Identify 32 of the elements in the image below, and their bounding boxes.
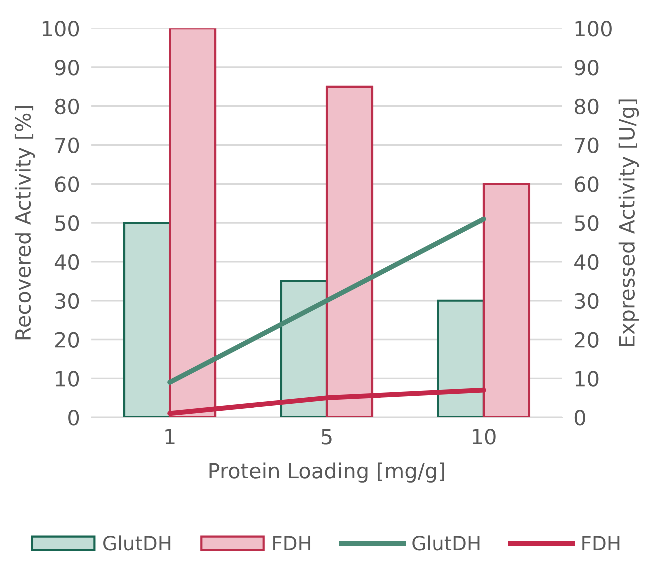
y-tick-label: 40	[54, 254, 80, 270]
y-tick-label: 0	[68, 410, 80, 426]
y2-tick-label: 90	[574, 60, 599, 76]
x-axis-title: Protein Loading [mg/g]	[210, 462, 444, 483]
y-tick-label: 60	[55, 176, 80, 192]
y-tick-label: 50	[56, 216, 80, 232]
y-axis-title: Recovered Activity [%]	[14, 106, 36, 340]
y-tick-label: 20	[55, 332, 80, 348]
legend-label: FDH	[274, 536, 311, 550]
y2-tick-label: 40	[574, 254, 599, 270]
y-tick-label: 90	[55, 60, 80, 76]
y2-tick-label: 60	[575, 176, 599, 192]
y2-tick-label: 20	[575, 332, 599, 348]
legend-label: GlutDH	[104, 536, 171, 551]
y2-tick-label: 10	[576, 371, 599, 387]
y-tick-label: 80	[55, 98, 80, 115]
y2-tick-label: 0	[574, 410, 586, 426]
y-tick-label: 70	[56, 138, 80, 154]
x-tick-label: 10	[472, 429, 496, 445]
legend-label: GlutDH	[412, 536, 480, 551]
y-tick-label: 10	[56, 371, 80, 387]
y2-tick-label: 30	[575, 293, 599, 310]
y2-tick-label: 80	[574, 98, 599, 115]
legend-label: FDH	[582, 536, 620, 550]
x-tick-label: 5	[322, 429, 332, 445]
y-tick-label: 30	[56, 293, 80, 310]
y2-tick-label: 70	[575, 138, 599, 154]
y2-tick-label: 50	[575, 216, 599, 232]
y2-tick-label: 100	[576, 21, 612, 37]
x-tick-label: 1	[166, 429, 175, 444]
y-tick-label: 100	[42, 21, 80, 37]
y2-axis-title: Expressed Activity [U/g]	[618, 100, 640, 346]
